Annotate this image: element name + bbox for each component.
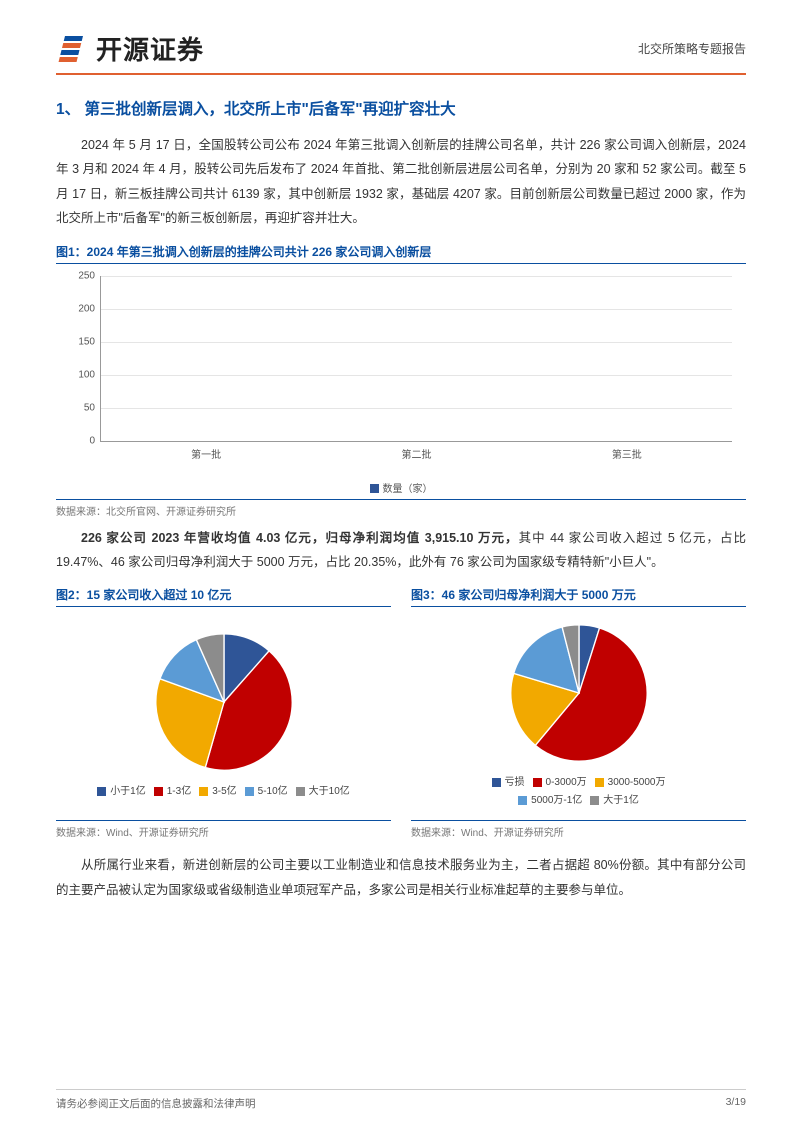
legend-item: 亏损 [492, 777, 525, 788]
legend-label: 5000万-1亿 [531, 795, 582, 806]
legend-item: 大于1亿 [590, 795, 639, 806]
figure-1-source: 数据来源：北交所官网、开源证券研究所 [56, 499, 746, 518]
legend-swatch [199, 787, 208, 796]
page-header: 开源证券 北交所策略专题报告 [56, 30, 746, 75]
page-number: 3/19 [726, 1096, 746, 1111]
x-tick-label: 第一批 [137, 441, 276, 461]
figure-3: 图3：46 家公司归母净利润大于 5000 万元 亏损 0-3000万 3000-5… [411, 586, 746, 839]
y-tick-label: 250 [78, 270, 101, 281]
paragraph-3: 从所属行业来看，新进创新层的公司主要以工业制造业和信息技术服务业为主，二者占据超… [56, 853, 746, 902]
legend-item: 5000万-1亿 [518, 795, 582, 806]
bar-chart: 0 50 100 150 200 250 第一批 第二批 第三批 [56, 268, 746, 478]
paragraph-1: 2024 年 5 月 17 日，全国股转公司公布 2024 年第三批调入创新层的… [56, 133, 746, 231]
y-tick-label: 50 [84, 402, 101, 413]
y-tick-label: 0 [89, 435, 101, 446]
x-tick-label: 第二批 [347, 441, 486, 461]
legend-swatch [533, 778, 542, 787]
figure-row: 图2：15 家公司收入超过 10 亿元 小于1亿1-3亿3-5亿5-10亿大于1… [0, 586, 802, 839]
paragraph-2: 226 家公司 2023 年营收均值 4.03 亿元，归母净利润均值 3,915… [56, 526, 746, 575]
footer-disclaimer: 请务必参阅正文后面的信息披露和法律声明 [56, 1096, 256, 1111]
legend-label: 亏损 [505, 777, 525, 788]
legend-label: 大于1亿 [603, 795, 639, 806]
section-title-text: 第三批创新层调入，北交所上市"后备军"再迎扩容壮大 [84, 101, 455, 118]
company-logo: 开源证券 [56, 30, 204, 67]
x-tick-label: 第三批 [557, 441, 696, 461]
y-tick-label: 200 [78, 303, 101, 314]
figure-2: 图2：15 家公司收入超过 10 亿元 小于1亿 1-3亿 3-5亿 5-10亿 大于1… [56, 586, 391, 839]
legend-label: 5-10亿 [258, 786, 288, 797]
legend-swatch [370, 484, 379, 493]
legend-swatch [590, 796, 599, 805]
figure-3-title: 图3：46 家公司归母净利润大于 5000 万元 [411, 586, 746, 607]
legend-label: 大于10亿 [309, 786, 350, 797]
figure-3-source: 数据来源：Wind、开源证券研究所 [411, 820, 746, 839]
y-tick-label: 150 [78, 336, 101, 347]
report-type-label: 北交所策略专题报告 [638, 40, 746, 57]
legend-swatch [97, 787, 106, 796]
legend-item: 大于10亿 [296, 786, 350, 797]
legend-label: 3000-5000万 [608, 777, 666, 788]
paragraph-2-emphasis: 226 家公司 2023 年营收均值 4.03 亿元，归母净利润均值 3,915… [81, 531, 519, 545]
section-number: 1、 [56, 101, 80, 118]
logo-text: 开源证券 [96, 30, 204, 67]
legend-swatch [518, 796, 527, 805]
figure-1: 图1：2024 年第三批调入创新层的挂牌公司共计 226 家公司调入创新层 0 5… [56, 243, 746, 518]
figure-2-title: 图2：15 家公司收入超过 10 亿元 [56, 586, 391, 607]
logo-icon [56, 32, 90, 66]
legend-item: 0-3000万 [533, 777, 587, 788]
legend-label: 数量（家） [383, 484, 433, 495]
bar-chart-legend: 数量（家） [56, 480, 746, 495]
legend-item: 1-3亿 [154, 786, 191, 797]
legend-item: 3-5亿 [199, 786, 236, 797]
figure-1-title: 图1：2024 年第三批调入创新层的挂牌公司共计 226 家公司调入创新层 [56, 243, 746, 264]
legend-label: 小于1亿 [110, 786, 146, 797]
legend-swatch [296, 787, 305, 796]
legend-swatch [154, 787, 163, 796]
page-footer: 请务必参阅正文后面的信息披露和法律声明 3/19 [56, 1089, 746, 1111]
legend-item: 3000-5000万 [595, 777, 666, 788]
pie-chart-3: 亏损 0-3000万 3000-5000万 5000万-1亿 大于1亿 [411, 611, 746, 816]
legend-swatch [595, 778, 604, 787]
legend-item: 5-10亿 [245, 786, 288, 797]
legend-swatch [492, 778, 501, 787]
figure-2-source: 数据来源：Wind、开源证券研究所 [56, 820, 391, 839]
pie-2-legend: 小于1亿 1-3亿 3-5亿 5-10亿 大于10亿 [93, 783, 354, 801]
legend-swatch [245, 787, 254, 796]
legend-item: 小于1亿 [97, 786, 146, 797]
y-tick-label: 100 [78, 369, 101, 380]
pie-3-legend: 亏损 0-3000万 3000-5000万 5000万-1亿 大于1亿 [488, 774, 670, 810]
legend-label: 3-5亿 [212, 786, 236, 797]
pie-chart-2: 小于1亿 1-3亿 3-5亿 5-10亿 大于10亿 [56, 611, 391, 816]
legend-label: 1-3亿 [167, 786, 191, 797]
legend-label: 0-3000万 [546, 777, 587, 788]
section-heading: 1、 第三批创新层调入，北交所上市"后备军"再迎扩容壮大 [56, 97, 746, 119]
